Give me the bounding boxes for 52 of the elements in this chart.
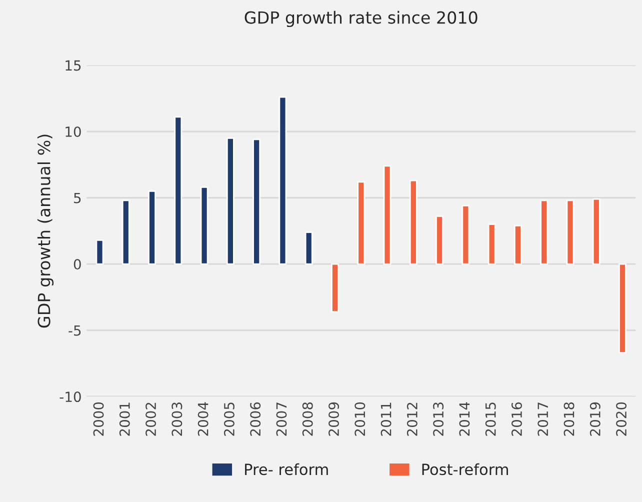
bar <box>357 181 366 265</box>
chart-title: GDP growth rate since 2010 <box>244 10 478 28</box>
legend-label: Pre- reform <box>245 463 328 476</box>
bar <box>566 200 574 265</box>
x-tick-label: 2005 <box>224 402 234 436</box>
x-tick-label: 2006 <box>250 402 261 436</box>
x-tick-label: 2004 <box>198 402 208 436</box>
x-tick-label: 2000 <box>93 402 104 436</box>
bar <box>148 190 156 265</box>
bar <box>331 263 339 312</box>
x-tick-label: 2003 <box>172 402 182 436</box>
bar <box>592 198 600 265</box>
bar <box>409 180 418 265</box>
bar <box>174 116 182 265</box>
x-tick-label: 2008 <box>302 402 313 436</box>
y-tick-label: -5 <box>68 325 81 336</box>
x-tick-label: 2002 <box>146 402 156 436</box>
x-tick-label: 2001 <box>119 402 130 436</box>
x-tick-label: 2011 <box>380 402 392 436</box>
x-tick-label: 2019 <box>590 402 600 436</box>
bar <box>200 186 208 265</box>
bar <box>436 216 444 265</box>
x-tick-label: 2020 <box>616 402 627 436</box>
y-axis-title: GDP growth (annual %) <box>37 134 54 328</box>
legend-label: Post-reform <box>422 463 508 476</box>
x-tick-label: 2009 <box>328 402 340 436</box>
x-tick-label: 2017 <box>538 402 548 436</box>
bar <box>540 200 548 265</box>
y-tick-label: 15 <box>66 60 81 71</box>
y-tick-label: 5 <box>74 192 81 204</box>
bar <box>488 224 496 265</box>
x-tick-label: 2007 <box>276 402 287 436</box>
x-tick-label: 2016 <box>511 402 522 436</box>
bar <box>96 240 104 265</box>
x-tick-label: 2014 <box>459 402 470 436</box>
x-tick-label: 2010 <box>354 402 366 436</box>
bar <box>226 137 234 265</box>
x-tick-label: 2012 <box>406 402 418 436</box>
bar <box>122 200 130 265</box>
y-tick-label: -10 <box>60 392 81 402</box>
bar <box>618 263 626 354</box>
bar <box>383 165 392 265</box>
bar <box>514 224 522 265</box>
y-tick-label: 10 <box>66 126 81 137</box>
x-tick-label: 2018 <box>564 402 574 436</box>
y-tick-label: 0 <box>74 259 81 270</box>
bar <box>304 232 313 265</box>
bar <box>462 205 470 265</box>
bar <box>252 138 261 265</box>
x-tick-label: 2015 <box>485 402 496 436</box>
x-tick-label: 2013 <box>433 402 444 436</box>
bar <box>278 96 287 265</box>
